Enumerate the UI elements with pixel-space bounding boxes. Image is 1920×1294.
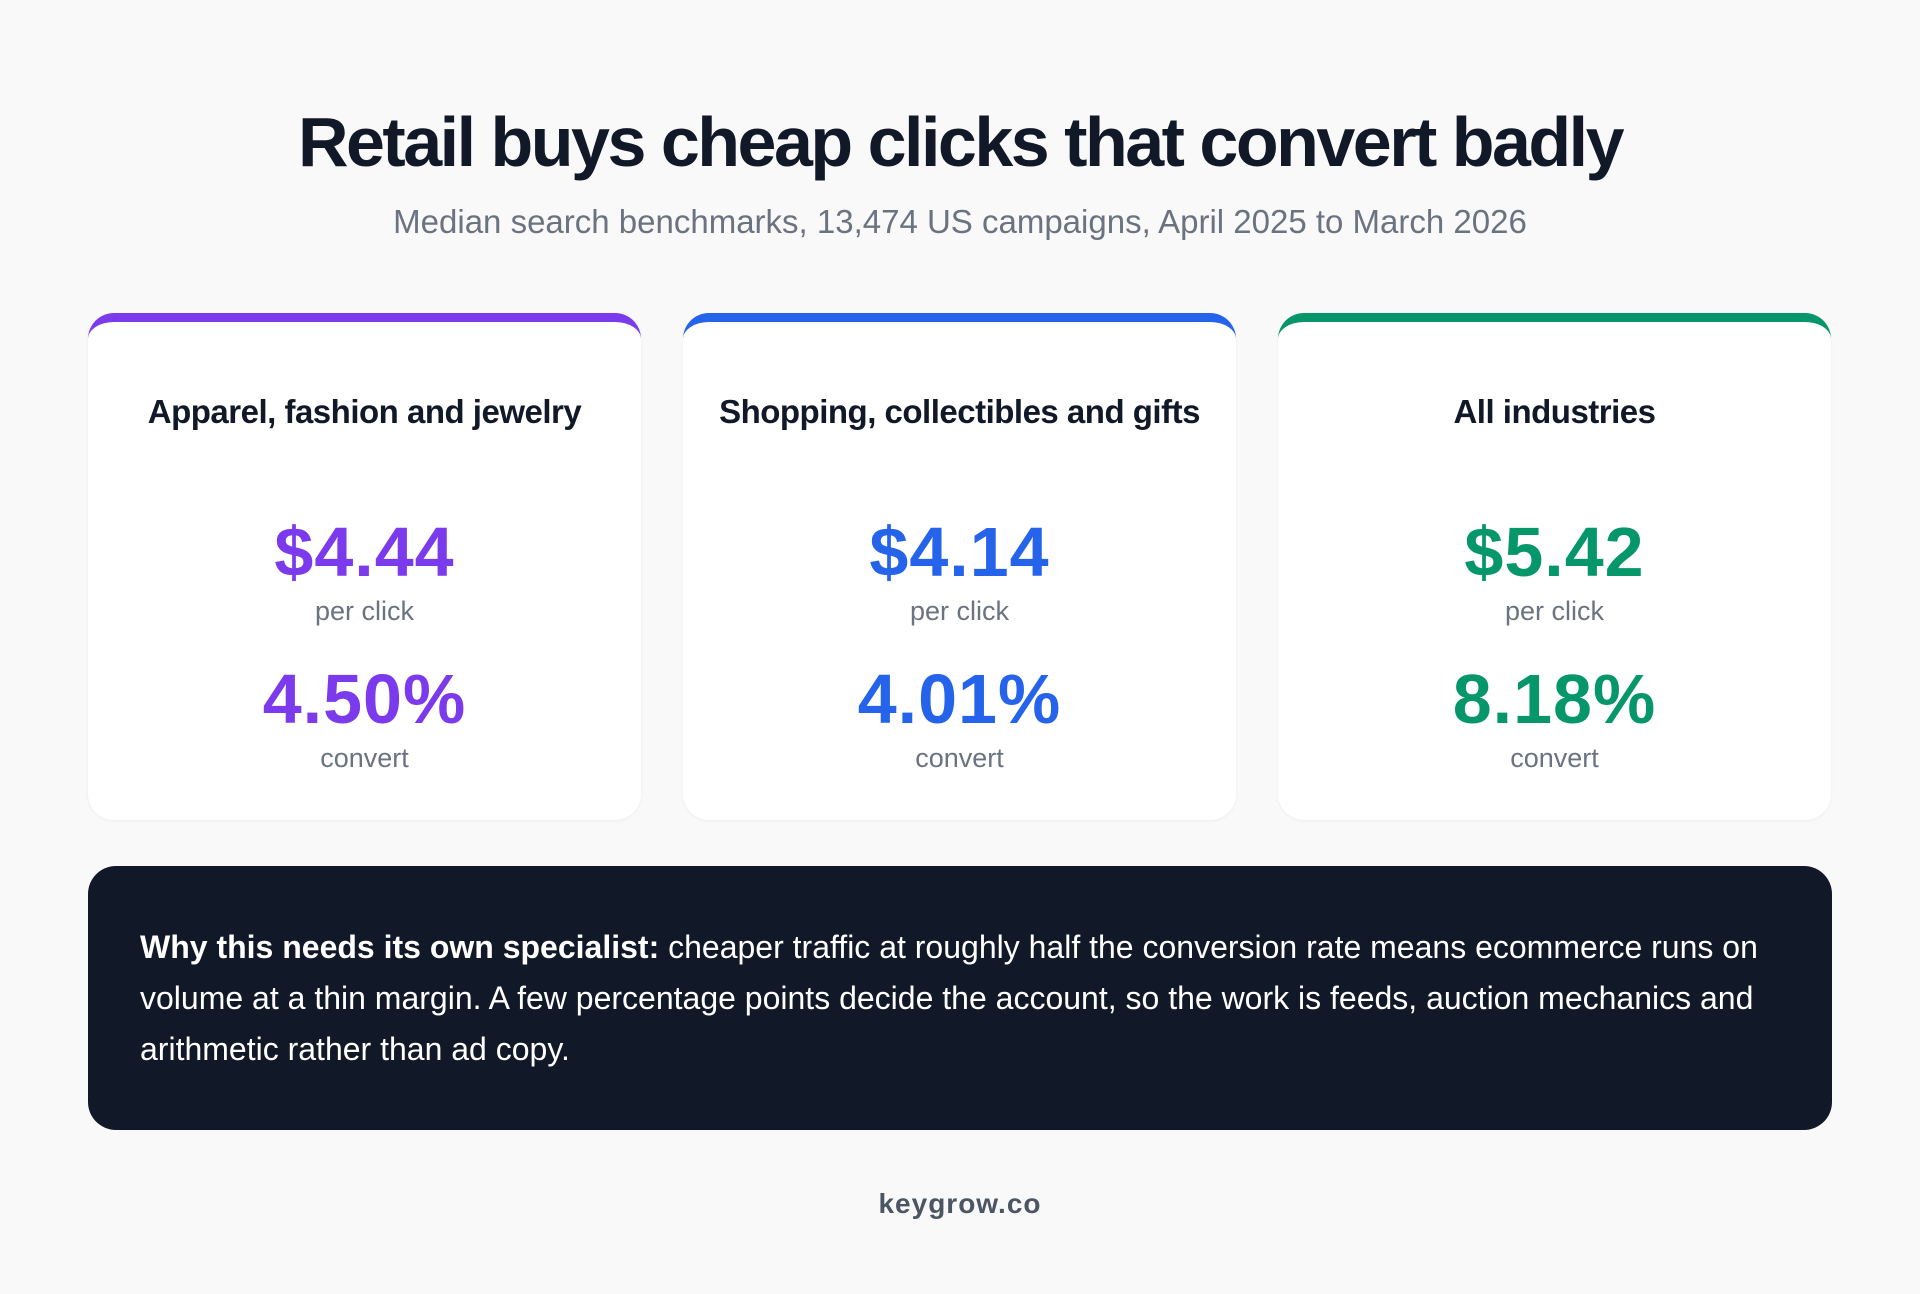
specialist-note-panel: Why this needs its own specialist: cheap… [88,866,1832,1130]
conversion-rate-label: convert [915,743,1004,773]
cost-per-click-value: $5.42 [1464,513,1645,591]
cost-per-click-label: per click [314,596,415,626]
cost-per-click-value: $4.14 [869,513,1050,591]
card-all-industries: All industries $5.42 per click 8.18% con… [1278,313,1831,820]
page-title: Retail buys cheap clicks that convert ba… [297,103,1625,181]
cost-per-click-value: $4.44 [274,513,455,591]
conversion-rate-label: convert [320,743,409,773]
benchmark-cards: Apparel, fashion and jewelry $4.44 per c… [88,313,1832,820]
note-body: cheaper traffic at roughly half the conv… [140,929,1758,1067]
conversion-rate-value: 4.50% [262,660,467,738]
note-lead: Why this needs its own specialist: [140,929,660,965]
card-title: All industries [1453,393,1656,430]
conversion-rate-value: 4.01% [857,660,1062,738]
card-shopping-collectibles-gifts: Shopping, collectibles and gifts $4.14 p… [683,313,1236,820]
conversion-rate-label: convert [1510,743,1599,773]
page-subtitle: Median search benchmarks, 13,474 US camp… [393,203,1527,240]
cost-per-click-label: per click [1504,596,1605,626]
card-apparel-fashion-jewelry: Apparel, fashion and jewelry $4.44 per c… [88,313,641,820]
card-title: Apparel, fashion and jewelry [147,393,582,430]
card-title: Shopping, collectibles and gifts [719,393,1200,430]
conversion-rate-value: 8.18% [1452,660,1657,738]
footer-brand: keygrow.co [878,1188,1042,1219]
cost-per-click-label: per click [909,596,1010,626]
